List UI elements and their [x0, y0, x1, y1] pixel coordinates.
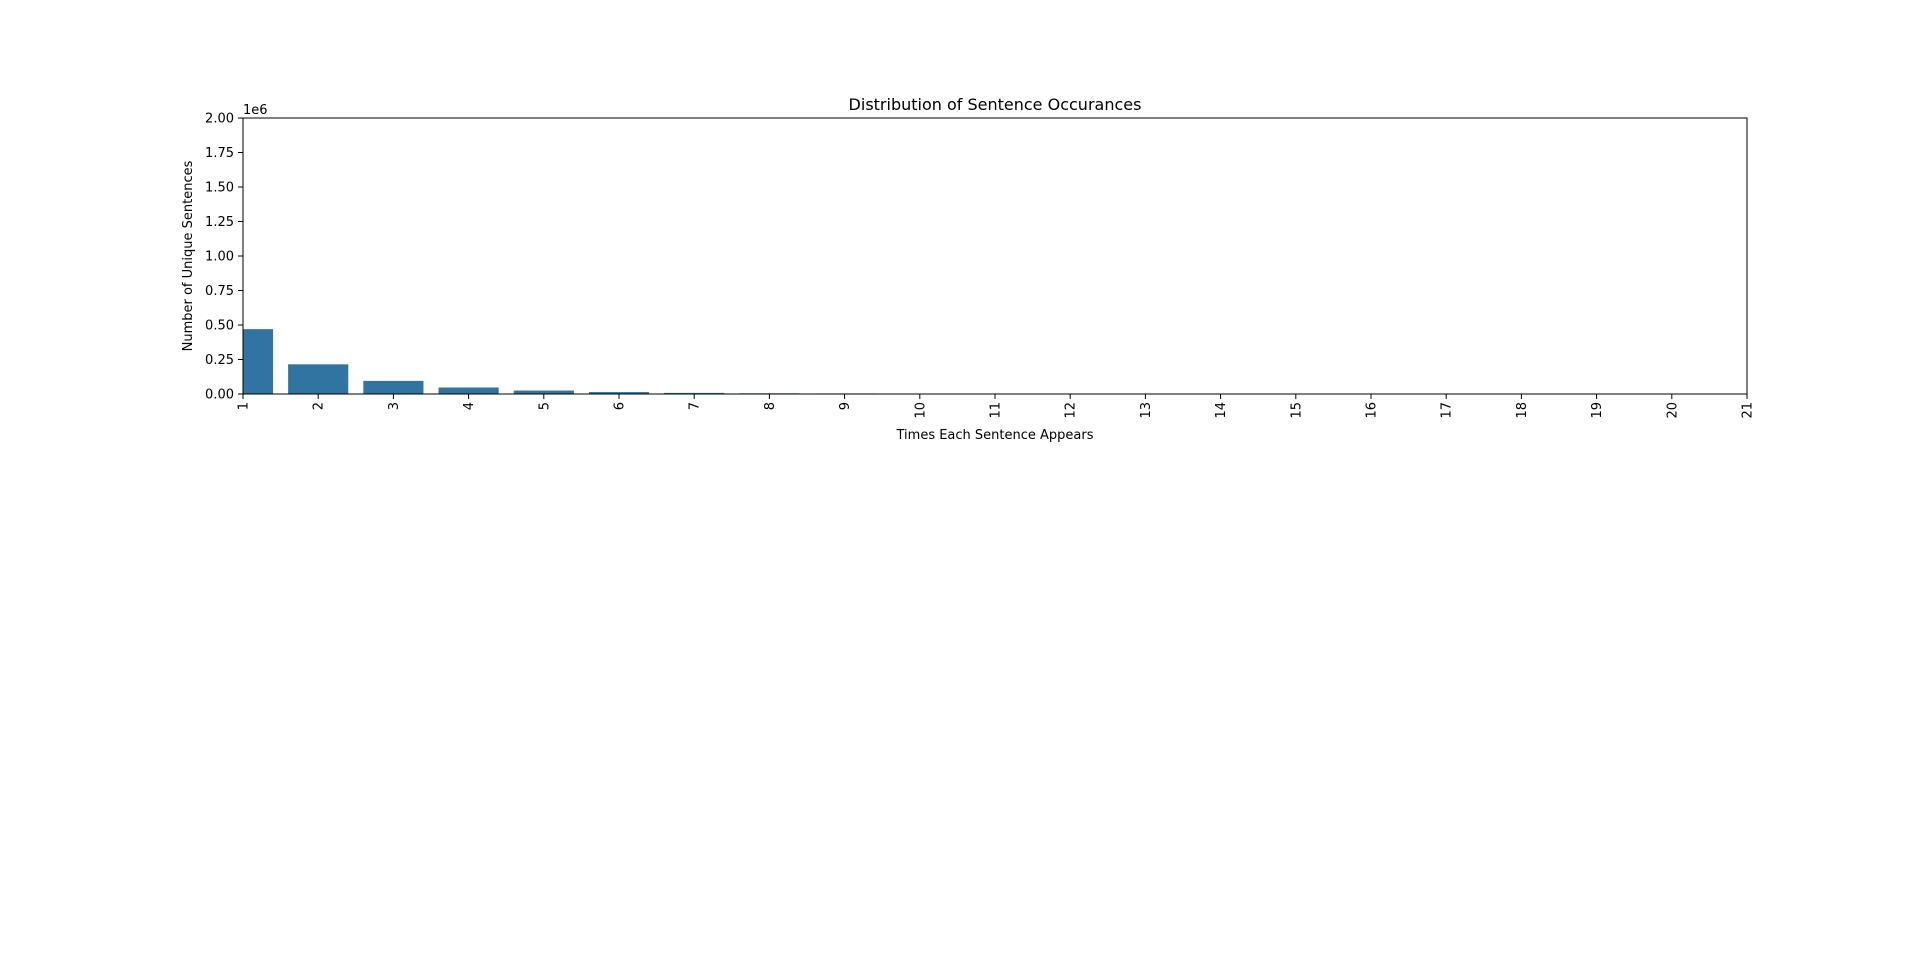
x-tick-label: 4: [462, 402, 477, 410]
x-tick-label: 10: [913, 402, 928, 419]
y-tick-label: 1.00: [205, 250, 234, 265]
bar: [588, 392, 650, 394]
y-tick-label: 1.75: [205, 146, 234, 161]
chart-title: Distribution of Sentence Occurances: [849, 95, 1142, 114]
y-tick-label: 1.50: [205, 181, 234, 196]
bar: [243, 329, 274, 394]
bar: [438, 387, 499, 394]
x-tick-label: 5: [537, 402, 552, 410]
x-tick-label: 3: [387, 402, 402, 410]
y-tick-label: 0.00: [205, 388, 234, 403]
x-tick-label: 6: [613, 402, 628, 410]
bar: [664, 392, 725, 394]
y-tick-label: 1.25: [205, 215, 234, 230]
x-tick-label: 8: [763, 402, 778, 410]
x-tick-label: 21: [1741, 402, 1756, 419]
x-tick-label: 17: [1440, 402, 1455, 419]
bar: [513, 390, 574, 394]
y-axis-label: Number of Unique Sentences: [181, 160, 196, 351]
x-tick-label: 1: [237, 402, 252, 410]
x-tick-label: 7: [688, 402, 703, 410]
x-tick-label: 11: [989, 402, 1004, 419]
x-tick-label: 18: [1515, 402, 1530, 419]
y-tick-label: 0.25: [205, 353, 234, 368]
x-tick-label: 20: [1665, 402, 1680, 419]
x-tick-label: 15: [1289, 402, 1304, 419]
y-axis-offset-label: 1e6: [243, 103, 268, 118]
bar-series: [243, 329, 1251, 394]
y-tick-label: 2.00: [205, 112, 234, 127]
x-tick-label: 12: [1064, 402, 1079, 419]
x-axis-label: Times Each Sentence Appears: [896, 428, 1094, 443]
y-axis-ticks: 0.00 0.25 0.50 0.75 1.00 1.25 1.50 1.75 2.00: [205, 112, 243, 403]
x-tick-label: 9: [838, 402, 853, 410]
bar: [288, 364, 349, 394]
plot-frame: [242, 117, 1748, 395]
x-tick-label: 2: [312, 402, 327, 410]
bar: [363, 380, 424, 394]
x-tick-label: 19: [1590, 402, 1605, 419]
x-axis-ticks: 1 2 3 4 5 6 7 8 9 10 11 12 13 14 15 16 17 18 19 20 21: [237, 394, 1756, 419]
x-tick-label: 14: [1214, 402, 1229, 419]
y-tick-label: 0.50: [205, 319, 234, 334]
x-tick-label: 13: [1139, 402, 1154, 419]
x-tick-label: 16: [1365, 402, 1380, 419]
y-tick-label: 0.75: [205, 284, 234, 299]
